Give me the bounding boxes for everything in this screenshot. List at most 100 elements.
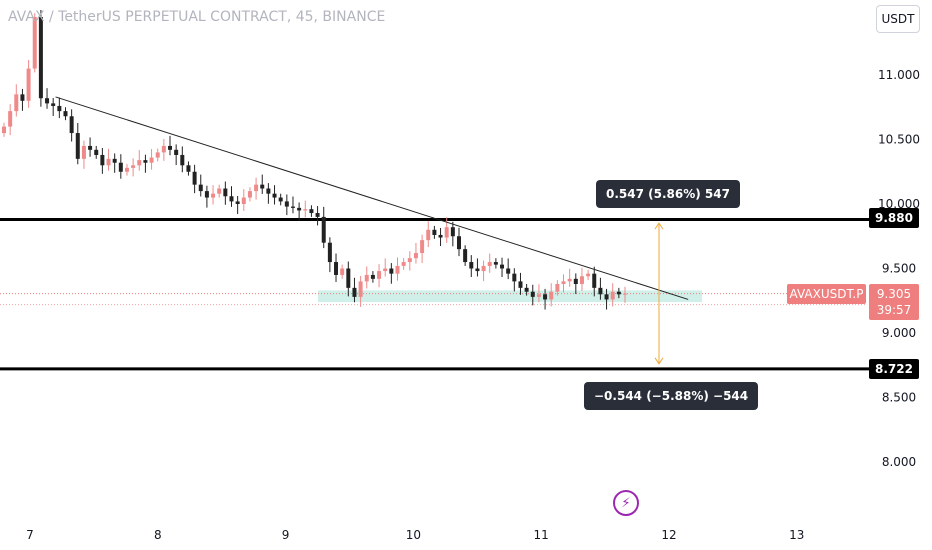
measure-down-label: −0.544 (−5.88%) −544 — [584, 382, 759, 410]
candle — [266, 183, 271, 204]
candle-body — [475, 268, 480, 272]
measure-down-arrow — [654, 357, 664, 365]
candle — [198, 174, 203, 197]
candle — [180, 146, 185, 173]
candle — [401, 258, 406, 270]
candle — [297, 202, 302, 221]
candle — [327, 237, 332, 273]
candle — [567, 268, 572, 287]
candle — [63, 107, 68, 121]
candle-body — [94, 149, 99, 155]
candle-body — [487, 262, 492, 266]
candle — [352, 277, 357, 303]
candle — [75, 122, 80, 165]
candle-body — [124, 167, 129, 172]
candle — [346, 261, 351, 297]
candle-body — [143, 160, 148, 163]
candle-body — [524, 287, 529, 292]
candle-body — [407, 258, 412, 263]
candle — [487, 253, 492, 273]
candle — [14, 84, 19, 117]
candle — [235, 196, 240, 215]
candle-body — [315, 213, 320, 217]
candle — [623, 286, 627, 303]
candle — [247, 187, 252, 202]
y-tick-label: 11.000 — [878, 68, 920, 82]
candle-body — [327, 242, 332, 263]
candle — [278, 193, 283, 206]
candle-body — [321, 216, 326, 243]
y-tick-label: 8.500 — [882, 391, 916, 405]
candle-body — [272, 193, 277, 198]
candle — [579, 267, 584, 291]
candle-body — [254, 184, 259, 192]
candle — [463, 245, 468, 266]
y-tick-label: 9.500 — [882, 262, 916, 276]
symbol-label: AVAXUSDT.P — [787, 284, 866, 304]
candle — [155, 148, 160, 162]
candle-body — [2, 126, 6, 134]
y-tick-label: 10.000 — [878, 197, 920, 211]
candle — [413, 242, 418, 264]
candle-body — [401, 262, 406, 266]
candle-body — [500, 264, 505, 269]
candle-body — [303, 209, 308, 211]
candle-body — [598, 287, 603, 295]
candle — [217, 184, 222, 198]
candle-body — [297, 207, 302, 211]
x-tick-label: 13 — [789, 528, 804, 542]
candle — [168, 135, 173, 156]
candle — [561, 274, 566, 293]
candle-body — [229, 196, 234, 202]
candle-body — [610, 291, 615, 300]
candle — [493, 258, 498, 269]
candle-body — [579, 276, 584, 284]
candle — [426, 221, 431, 248]
candle — [438, 227, 443, 247]
candle — [186, 161, 191, 176]
candle-body — [247, 191, 252, 198]
candle — [530, 284, 535, 306]
last-price-label: 9.305 39:57 — [869, 284, 919, 320]
candle-body — [420, 240, 425, 254]
candle — [26, 60, 31, 108]
candle-body — [549, 291, 554, 300]
candle-body — [377, 271, 382, 279]
upper-level-label: 9.880 — [869, 208, 919, 228]
candle-body — [198, 184, 203, 192]
candle — [149, 149, 154, 170]
measure-up-label: 0.547 (5.86%) 547 — [596, 180, 740, 208]
candle-body — [266, 188, 271, 194]
candle-body — [278, 197, 283, 202]
candle-body — [217, 188, 222, 194]
candle-body — [506, 268, 511, 274]
candle-body — [346, 268, 351, 288]
candle — [377, 264, 382, 288]
candle — [94, 145, 99, 159]
candle-body — [211, 193, 216, 198]
lower-level-label: 8.722 — [869, 359, 919, 379]
candle-body — [512, 273, 517, 282]
candle-body — [106, 158, 111, 166]
candle-body — [284, 201, 289, 207]
candle-body — [131, 165, 136, 168]
lightning-icon[interactable]: ⚡ — [613, 490, 639, 516]
currency-button[interactable]: USDT — [876, 5, 920, 33]
candle — [69, 109, 74, 142]
candle — [506, 258, 511, 280]
candle-body — [493, 262, 498, 265]
candle — [161, 138, 166, 161]
candle — [586, 269, 591, 281]
candle-body — [118, 162, 123, 172]
x-tick-label: 11 — [534, 528, 549, 542]
candle — [573, 273, 578, 295]
x-tick-label: 10 — [406, 528, 421, 542]
candle — [8, 104, 13, 136]
candle-body — [57, 105, 62, 112]
candle-body — [543, 294, 548, 300]
candle — [481, 260, 486, 282]
candle-body — [616, 291, 621, 295]
candle-body — [530, 291, 535, 297]
candle-body — [32, 16, 37, 69]
